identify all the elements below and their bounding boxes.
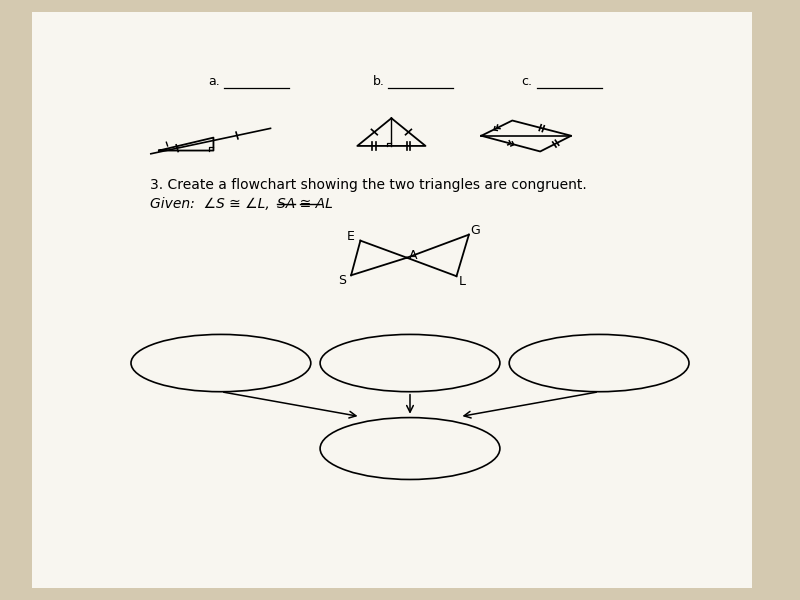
- Text: a.: a.: [209, 75, 220, 88]
- Ellipse shape: [320, 334, 500, 392]
- Text: Given:  ∠S ≅ ∠L,: Given: ∠S ≅ ∠L,: [150, 197, 270, 211]
- Text: b.: b.: [373, 75, 385, 88]
- Text: G: G: [470, 224, 480, 236]
- Text: SA ≅ AL: SA ≅ AL: [277, 197, 333, 211]
- Ellipse shape: [320, 418, 500, 479]
- Text: c.: c.: [522, 75, 533, 88]
- Ellipse shape: [131, 334, 310, 392]
- Text: S: S: [338, 274, 346, 287]
- Text: 3. Create a flowchart showing the two triangles are congruent.: 3. Create a flowchart showing the two tr…: [150, 178, 586, 192]
- Text: A: A: [409, 249, 418, 262]
- Ellipse shape: [510, 334, 689, 392]
- Text: L: L: [459, 275, 466, 288]
- Text: E: E: [347, 230, 355, 242]
